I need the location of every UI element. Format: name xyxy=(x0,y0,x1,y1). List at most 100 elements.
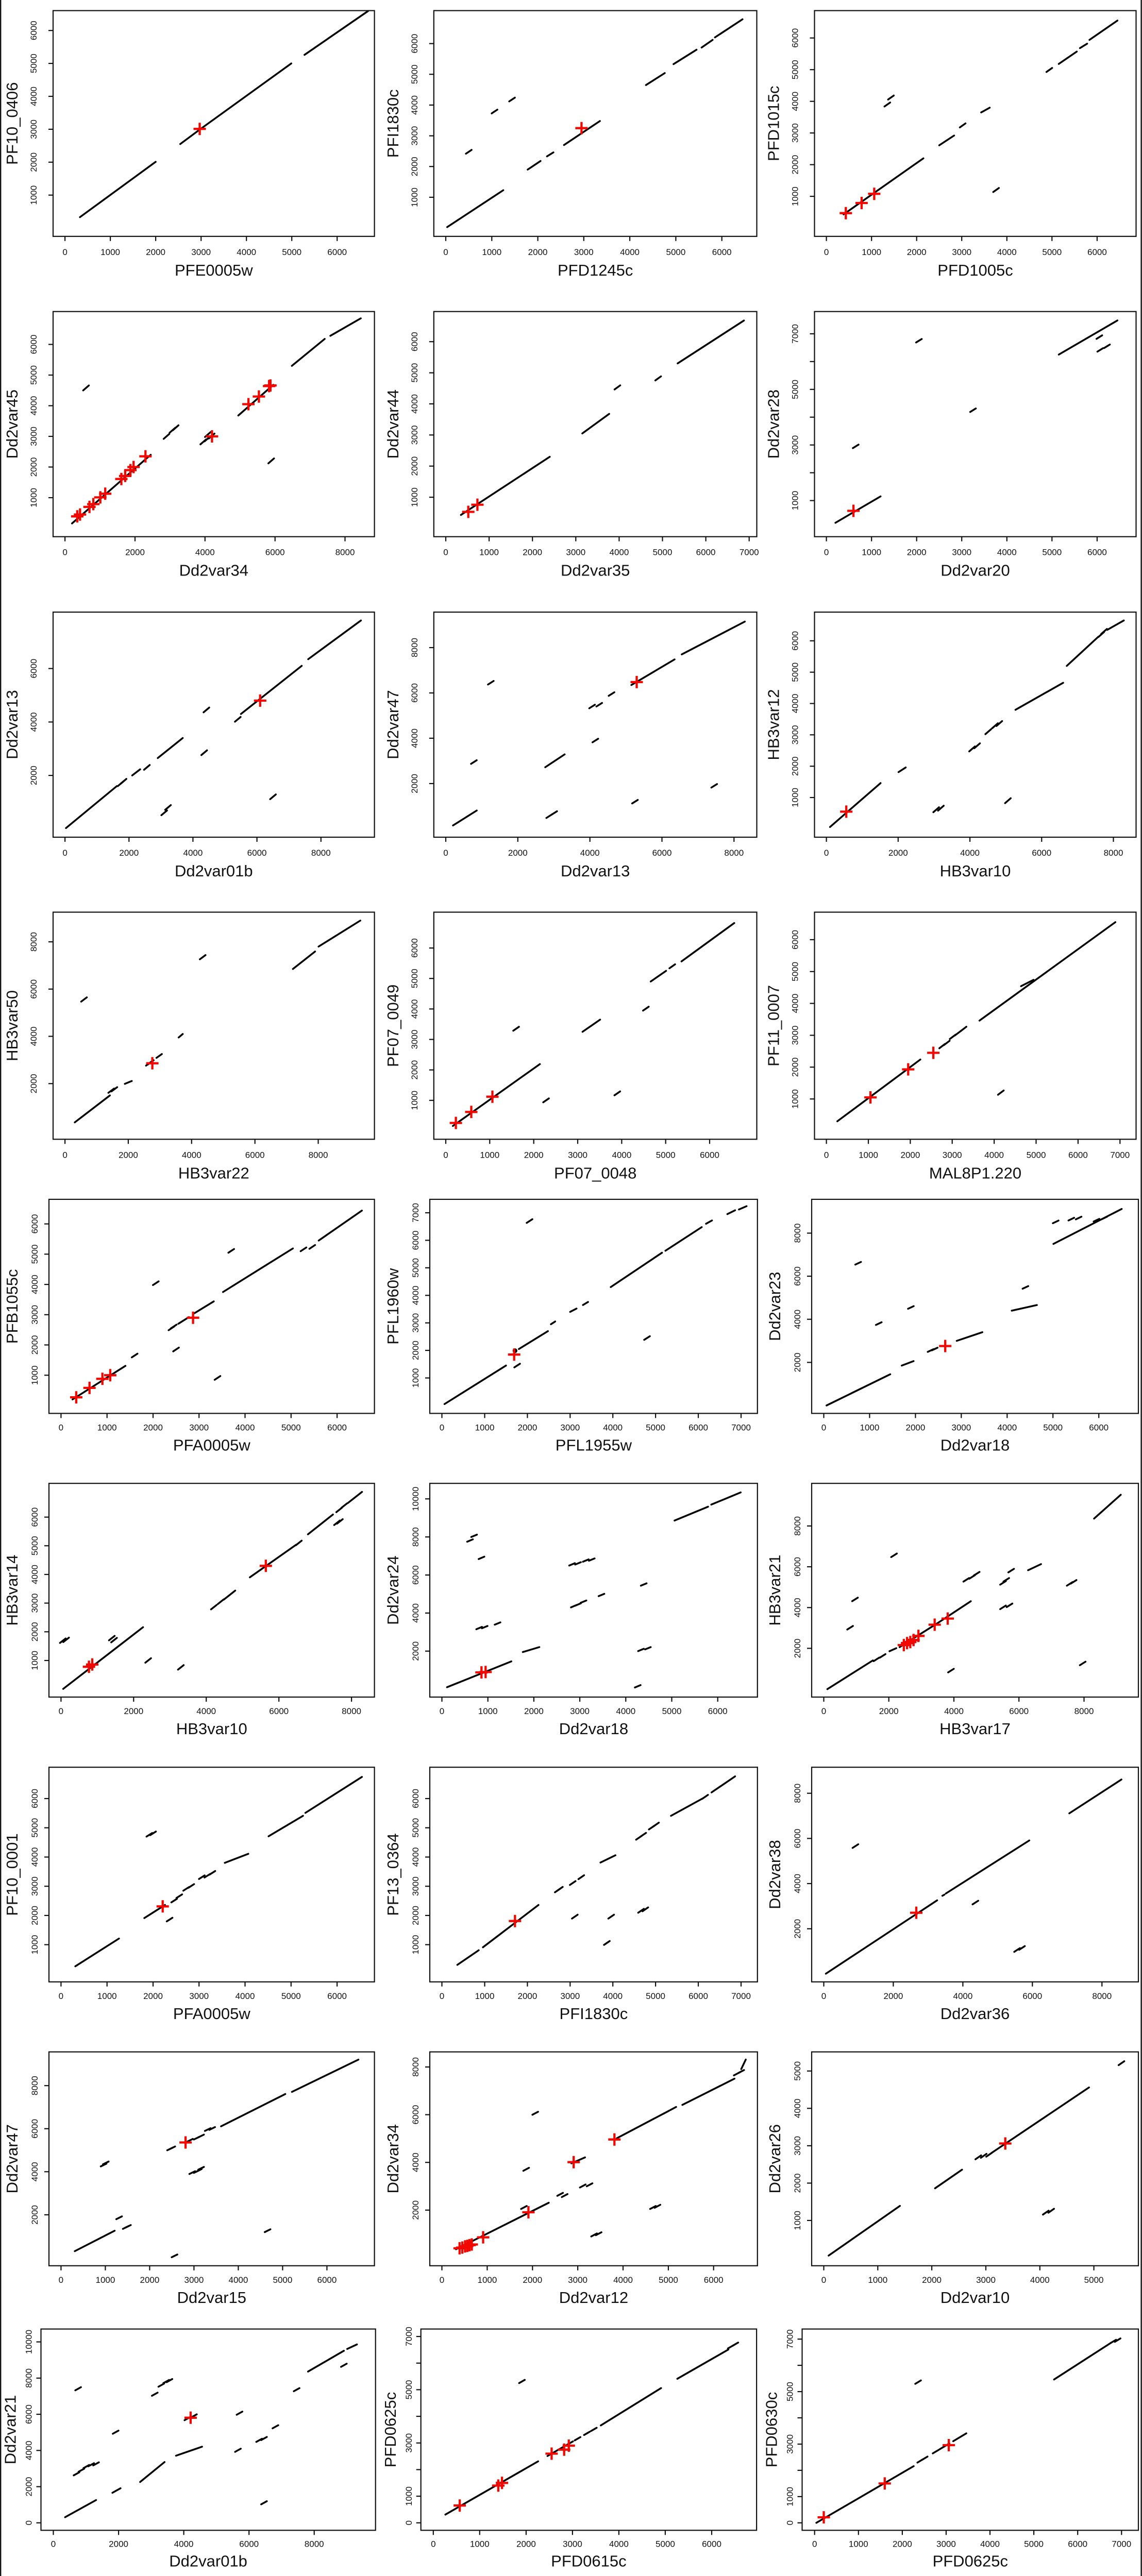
svg-text:1000: 1000 xyxy=(862,247,881,257)
svg-text:4000: 4000 xyxy=(793,1310,802,1329)
svg-text:1000: 1000 xyxy=(410,487,419,507)
svg-text:Dd2var34: Dd2var34 xyxy=(384,2124,402,2193)
svg-text:8000: 8000 xyxy=(29,932,39,952)
svg-text:6000: 6000 xyxy=(1022,1991,1042,2001)
svg-text:0: 0 xyxy=(59,1706,63,1716)
svg-text:PFD0615c: PFD0615c xyxy=(551,2552,626,2570)
svg-text:PFD1015c: PFD1015c xyxy=(765,86,783,161)
svg-text:HB3var14: HB3var14 xyxy=(3,1555,21,1626)
svg-text:0: 0 xyxy=(440,1991,444,2001)
svg-text:5000: 5000 xyxy=(1043,1422,1063,1432)
svg-text:PFL1960w: PFL1960w xyxy=(384,1268,402,1345)
svg-text:5000: 5000 xyxy=(410,363,419,383)
svg-text:6000: 6000 xyxy=(29,335,39,354)
svg-text:2000: 2000 xyxy=(888,848,908,858)
svg-text:1000: 1000 xyxy=(477,2275,497,2285)
svg-text:Dd2var10: Dd2var10 xyxy=(941,2289,1010,2307)
svg-text:2000: 2000 xyxy=(119,1150,138,1160)
svg-text:2000: 2000 xyxy=(30,1335,40,1355)
svg-text:4000: 4000 xyxy=(411,1285,421,1305)
svg-text:4000: 4000 xyxy=(980,2539,1000,2549)
svg-text:6000: 6000 xyxy=(702,2539,721,2549)
svg-text:PFA0005w: PFA0005w xyxy=(173,2005,251,2023)
svg-text:1000: 1000 xyxy=(791,788,800,807)
svg-text:3000: 3000 xyxy=(410,425,419,445)
svg-text:2000: 2000 xyxy=(523,548,542,557)
svg-text:HB3var22: HB3var22 xyxy=(178,1164,249,1182)
svg-text:8000: 8000 xyxy=(793,1784,802,1803)
svg-text:3000: 3000 xyxy=(791,725,800,744)
svg-text:2000: 2000 xyxy=(523,2275,542,2285)
svg-text:8000: 8000 xyxy=(724,848,744,858)
svg-text:5000: 5000 xyxy=(1024,2539,1044,2549)
svg-text:4000: 4000 xyxy=(410,728,419,748)
svg-text:2000: 2000 xyxy=(516,2539,536,2549)
svg-text:1000: 1000 xyxy=(849,2539,868,2549)
svg-text:3000: 3000 xyxy=(793,2136,802,2156)
svg-text:2000: 2000 xyxy=(907,548,927,557)
svg-text:2000: 2000 xyxy=(793,1352,802,1372)
svg-text:5000: 5000 xyxy=(653,548,673,557)
svg-text:8000: 8000 xyxy=(793,1516,802,1536)
svg-text:4000: 4000 xyxy=(612,1150,631,1160)
svg-text:0: 0 xyxy=(59,2275,63,2285)
svg-text:3000: 3000 xyxy=(952,548,971,557)
svg-text:2000: 2000 xyxy=(907,247,927,257)
svg-text:2000: 2000 xyxy=(411,1641,421,1661)
svg-text:1000: 1000 xyxy=(791,491,800,511)
svg-text:HB3var17: HB3var17 xyxy=(939,1720,1011,1738)
svg-text:5000: 5000 xyxy=(282,247,301,257)
svg-text:1000: 1000 xyxy=(475,1991,495,2001)
svg-text:2000: 2000 xyxy=(30,2205,40,2225)
svg-text:8000: 8000 xyxy=(1092,1991,1112,2001)
svg-text:6000: 6000 xyxy=(265,548,285,557)
svg-text:3000: 3000 xyxy=(411,1876,421,1896)
svg-text:4000: 4000 xyxy=(791,92,800,111)
svg-text:6000: 6000 xyxy=(29,979,39,999)
svg-text:Dd2var45: Dd2var45 xyxy=(3,389,21,459)
svg-text:6000: 6000 xyxy=(791,631,800,651)
svg-text:5000: 5000 xyxy=(662,1706,682,1716)
svg-text:2000: 2000 xyxy=(29,766,39,785)
svg-text:8000: 8000 xyxy=(793,1224,802,1243)
svg-text:3000: 3000 xyxy=(943,1150,962,1160)
svg-text:1000: 1000 xyxy=(868,2275,887,2285)
svg-text:1000: 1000 xyxy=(480,1150,499,1160)
svg-text:4000: 4000 xyxy=(410,394,419,414)
svg-text:7000: 7000 xyxy=(785,2329,795,2349)
svg-text:2000: 2000 xyxy=(140,2275,159,2285)
svg-text:4000: 4000 xyxy=(411,1848,421,1867)
svg-text:1000: 1000 xyxy=(97,1991,117,2001)
svg-text:PF11_0007: PF11_0007 xyxy=(765,985,783,1066)
svg-text:5000: 5000 xyxy=(281,1422,301,1432)
svg-text:0: 0 xyxy=(443,1150,448,1160)
svg-text:Dd2var01b: Dd2var01b xyxy=(175,862,253,880)
svg-text:8000: 8000 xyxy=(410,638,419,657)
svg-text:8000: 8000 xyxy=(311,848,331,858)
svg-text:5000: 5000 xyxy=(411,1818,421,1838)
svg-text:6000: 6000 xyxy=(708,1706,728,1716)
svg-text:Dd2var44: Dd2var44 xyxy=(384,389,402,459)
svg-text:4000: 4000 xyxy=(613,2275,633,2285)
svg-text:5000: 5000 xyxy=(659,2275,678,2285)
svg-text:0: 0 xyxy=(51,2539,56,2549)
svg-text:6000: 6000 xyxy=(247,848,267,858)
svg-text:5000: 5000 xyxy=(1027,1150,1046,1160)
svg-text:6000: 6000 xyxy=(1087,247,1107,257)
svg-text:5000: 5000 xyxy=(666,247,685,257)
svg-text:0: 0 xyxy=(62,1150,67,1160)
svg-text:1000: 1000 xyxy=(95,2275,115,2285)
svg-text:1000: 1000 xyxy=(785,2487,795,2506)
svg-text:2000: 2000 xyxy=(29,1074,39,1093)
svg-text:2000: 2000 xyxy=(124,1706,143,1716)
svg-text:7000: 7000 xyxy=(791,324,800,344)
svg-text:4000: 4000 xyxy=(30,1275,40,1294)
svg-text:4000: 4000 xyxy=(997,1422,1017,1432)
svg-text:5000: 5000 xyxy=(29,365,39,385)
svg-text:Dd2var21: Dd2var21 xyxy=(2,2395,20,2464)
svg-text:4000: 4000 xyxy=(793,1874,802,1893)
svg-text:4000: 4000 xyxy=(182,1150,201,1160)
svg-text:4000: 4000 xyxy=(960,848,980,858)
svg-text:1000: 1000 xyxy=(411,1935,421,1955)
svg-text:8000: 8000 xyxy=(342,1706,361,1716)
